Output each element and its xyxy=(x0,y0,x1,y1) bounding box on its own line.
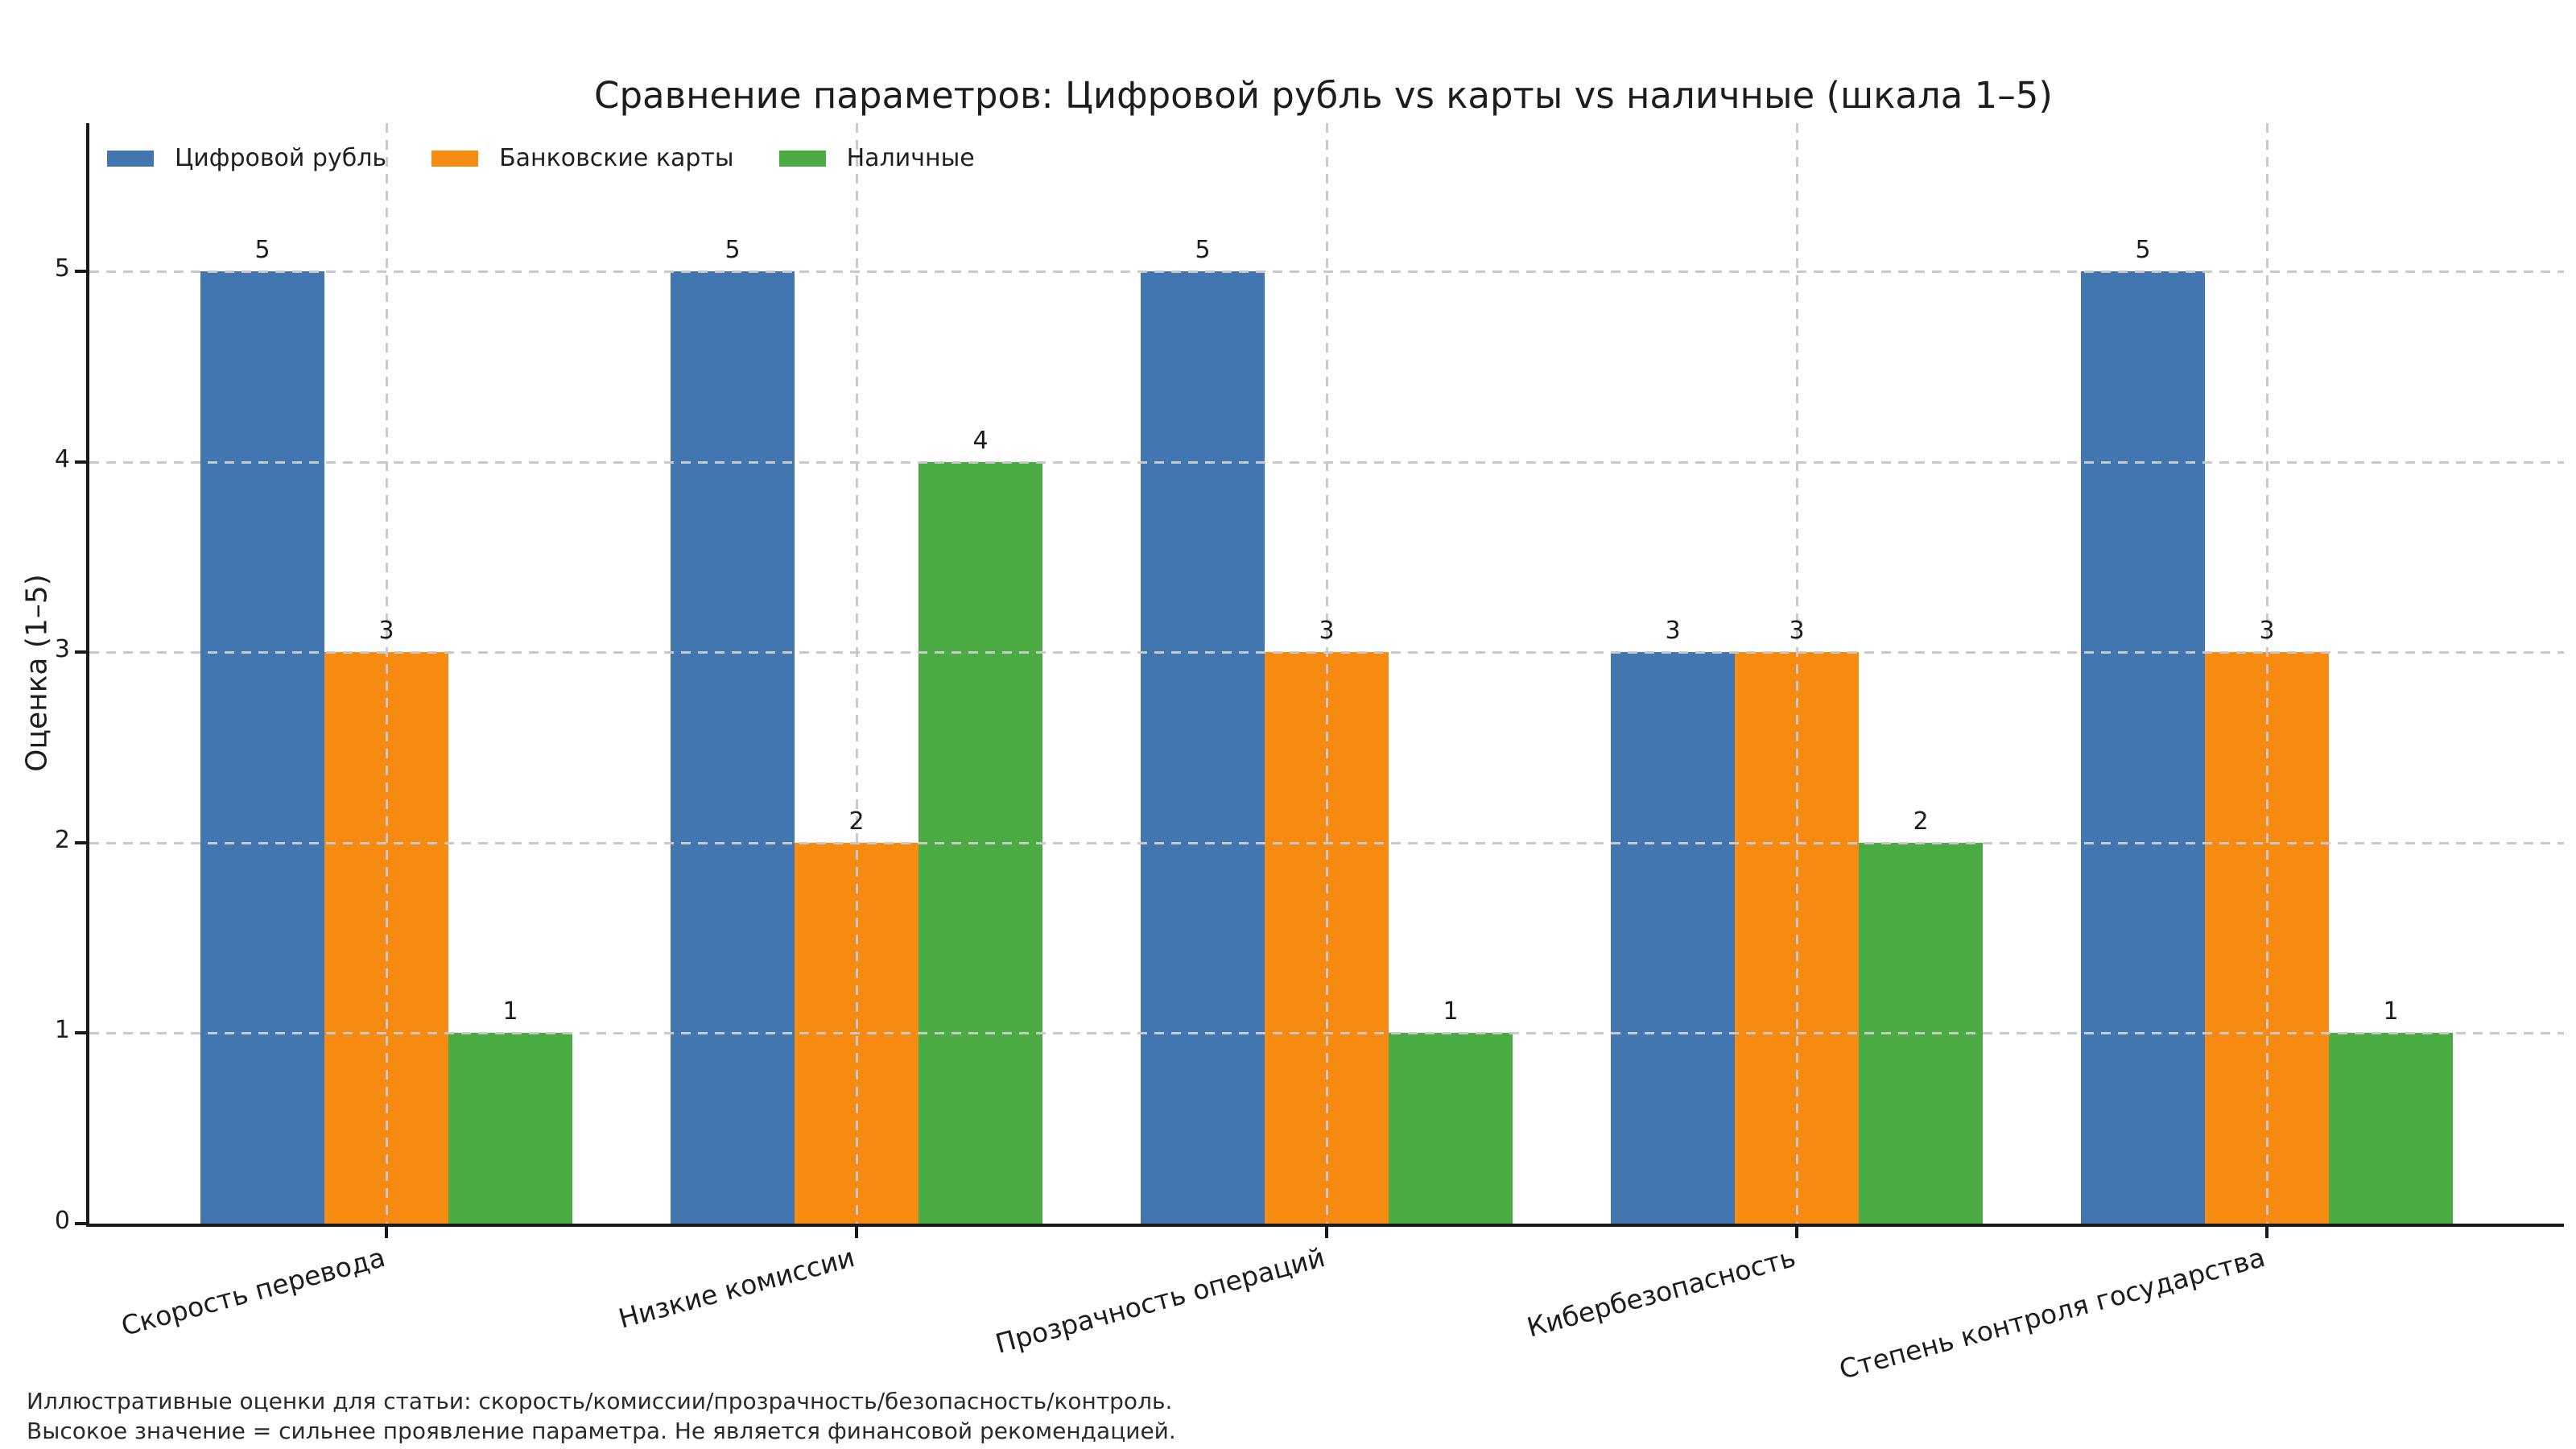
x-tick-label-1: Низкие комиссии xyxy=(615,1241,859,1335)
bar-value-label-bank-cards-3: 3 xyxy=(1789,617,1805,645)
bar-value-label-digital-ruble-4: 5 xyxy=(2135,236,2151,264)
x-tick-label-3: Кибербезопасность xyxy=(1523,1241,1799,1344)
x-tick-mark-1 xyxy=(855,1227,858,1238)
y-tick-label-2: 2 xyxy=(54,826,70,854)
y-tick-mark-1 xyxy=(75,1031,86,1034)
bar-digital-ruble-2 xyxy=(1141,271,1265,1224)
bar-value-label-digital-ruble-1: 5 xyxy=(724,236,741,264)
legend-item-bank-cards: Банковские карты xyxy=(431,144,734,172)
bar-value-label-bank-cards-4: 3 xyxy=(2259,617,2275,645)
x-tick-label-2: Прозрачность операций xyxy=(992,1241,1329,1360)
legend-swatch-bank-cards xyxy=(431,150,479,167)
bar-value-label-bank-cards-2: 3 xyxy=(1319,617,1335,645)
footnote-line-1: Иллюстративные оценки для статьи: скорос… xyxy=(27,1388,1173,1414)
bar-value-label-bank-cards-0: 3 xyxy=(378,617,394,645)
bar-value-label-digital-ruble-2: 5 xyxy=(1195,236,1211,264)
y-tick-mark-2 xyxy=(75,841,86,844)
chart-title: Сравнение параметров: Цифровой рубль vs … xyxy=(594,74,2053,117)
grid-line-vertical-0 xyxy=(386,123,388,1224)
y-tick-mark-0 xyxy=(75,1222,86,1225)
x-tick-mark-4 xyxy=(2265,1227,2268,1238)
bar-digital-ruble-3 xyxy=(1611,652,1735,1224)
y-tick-mark-4 xyxy=(75,460,86,464)
bar-value-label-cash-2: 1 xyxy=(1443,997,1459,1026)
y-tick-label-1: 1 xyxy=(54,1016,70,1044)
legend-label-cash: Наличные xyxy=(846,144,975,172)
bar-value-label-cash-4: 1 xyxy=(2383,997,2399,1026)
y-tick-label-4: 4 xyxy=(54,445,70,473)
legend: Цифровой рубль Банковские карты Наличные xyxy=(107,144,975,172)
bar-cash-0 xyxy=(448,1033,572,1224)
plot-area: Цифровой рубль Банковские карты Наличные… xyxy=(55,123,2564,1385)
legend-swatch-cash xyxy=(778,150,826,167)
bar-value-label-digital-ruble-3: 3 xyxy=(1665,617,1681,645)
x-tick-mark-0 xyxy=(385,1227,388,1238)
y-tick-mark-5 xyxy=(75,270,86,273)
y-tick-label-0: 0 xyxy=(54,1207,70,1235)
bar-value-label-cash-0: 1 xyxy=(502,997,518,1026)
bar-cash-4 xyxy=(2329,1033,2453,1224)
bar-digital-ruble-0 xyxy=(200,271,324,1224)
bar-digital-ruble-1 xyxy=(671,271,795,1224)
footnote-line-2: Высокое значение = сильнее проявление па… xyxy=(27,1418,1176,1444)
legend-item-cash: Наличные xyxy=(778,144,975,172)
legend-item-digital-ruble: Цифровой рубль xyxy=(107,144,386,172)
bar-value-label-cash-3: 2 xyxy=(1913,807,1929,836)
y-tick-label-3: 3 xyxy=(54,635,70,663)
grid-line-vertical-3 xyxy=(1796,123,1798,1224)
legend-label-digital-ruble: Цифровой рубль xyxy=(175,144,387,172)
bar-digital-ruble-4 xyxy=(2081,271,2205,1224)
grid-line-vertical-2 xyxy=(1326,123,1328,1224)
x-tick-mark-3 xyxy=(1795,1227,1798,1238)
bar-value-label-digital-ruble-0: 5 xyxy=(254,236,270,264)
legend-label-bank-cards: Банковские карты xyxy=(499,144,734,172)
bar-value-label-bank-cards-1: 2 xyxy=(848,807,865,836)
y-tick-mark-3 xyxy=(75,650,86,654)
x-tick-label-0: Скорость перевода xyxy=(118,1241,389,1343)
grid-line-vertical-1 xyxy=(856,123,858,1224)
y-tick-label-5: 5 xyxy=(54,254,70,283)
x-tick-label-4: Степень контроля государства xyxy=(1835,1241,2269,1385)
bar-cash-2 xyxy=(1389,1033,1513,1224)
bar-value-label-cash-1: 4 xyxy=(972,427,989,455)
x-tick-mark-2 xyxy=(1325,1227,1328,1238)
footnote: Иллюстративные оценки для статьи: скорос… xyxy=(27,1386,1176,1446)
y-axis-label: Оценка (1–5) xyxy=(20,574,54,772)
legend-swatch-digital-ruble xyxy=(107,150,154,167)
grid-line-vertical-4 xyxy=(2266,123,2268,1224)
